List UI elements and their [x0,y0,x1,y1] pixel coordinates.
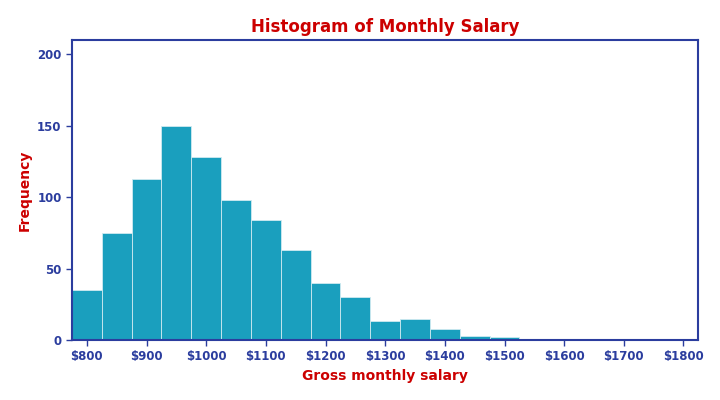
Bar [132,178,161,340]
Bar [430,328,460,340]
Bar [460,336,490,340]
Bar [102,233,132,340]
Bar [221,200,251,340]
Bar [310,283,341,340]
Bar [519,338,549,340]
Y-axis label: Frequency: Frequency [17,149,32,231]
Bar [341,297,370,340]
Bar [370,322,400,340]
Title: Histogram of Monthly Salary: Histogram of Monthly Salary [251,18,519,36]
Bar [192,157,221,340]
Bar [400,318,430,340]
X-axis label: Gross monthly salary: Gross monthly salary [302,369,468,383]
Bar [72,290,102,340]
Bar [490,337,519,340]
Bar [579,338,609,340]
Bar [251,220,281,340]
Bar [281,250,310,340]
Bar [161,126,192,340]
